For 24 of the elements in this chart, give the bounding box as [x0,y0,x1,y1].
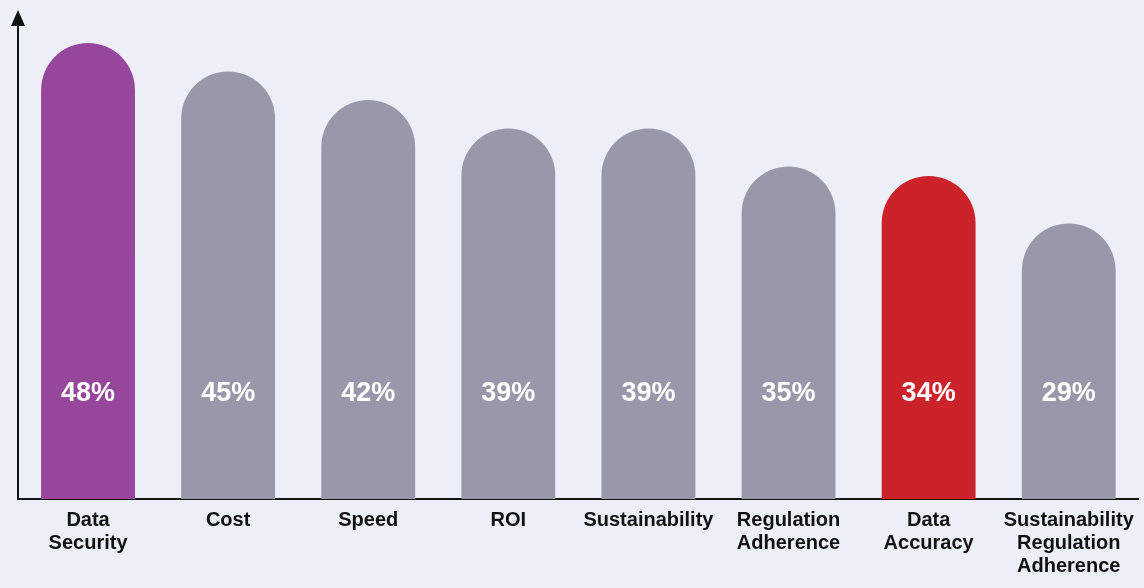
x-tick-label: Regulation Adherence [736,508,841,554]
x-tick-label: Cost [205,508,251,531]
bar [1021,223,1116,499]
data-label: 35% [761,377,816,408]
bar [181,71,276,499]
x-tick-label: ROI [490,508,527,531]
bar [601,128,696,499]
data-label: 45% [201,377,256,408]
data-label: 39% [621,377,676,408]
bar [321,100,416,499]
bar [881,176,976,499]
data-label: 39% [481,377,536,408]
bar [41,43,135,499]
x-tick-label: Data Accuracy [883,508,975,554]
data-label: 48% [61,377,116,408]
bar [741,166,836,499]
x-tick-label: Sustainability [583,508,715,531]
x-tick-label: Data Security [48,508,129,554]
data-label: 34% [901,377,956,408]
data-label: 29% [1041,377,1096,408]
x-tick-label: Sustainability Regulation Adherence [1003,508,1135,577]
data-label: 42% [341,377,396,408]
bar [461,128,556,499]
x-tick-label: Speed [338,508,399,531]
